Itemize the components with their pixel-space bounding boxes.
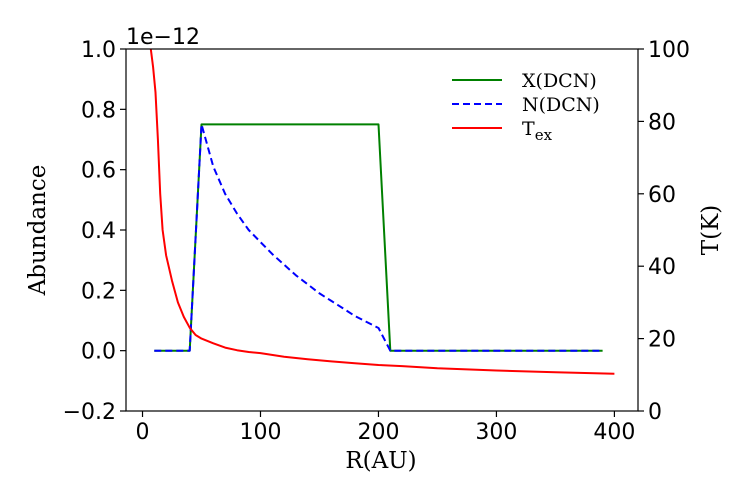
y-right-tick-label: 40 [648, 255, 676, 280]
y-left-tick-label: 1.0 [81, 38, 116, 63]
y-right-tick-label: 100 [648, 38, 690, 63]
ticks-layer: 0 100 200 300 400 −0.2 0.0 0.2 0.4 0.6 0.8 1.0 0 20 40… [63, 38, 690, 445]
legend-label-tex: Tex [522, 118, 553, 144]
y-left-tick-label: 0.8 [81, 98, 116, 123]
series-line-t-ex [149, 48, 615, 375]
series-layer [149, 48, 615, 375]
y-left-tick-label: 0.6 [81, 159, 116, 184]
plot-frame [125, 48, 639, 412]
y-right-tick-label: 60 [648, 183, 676, 208]
y-axis-label-left: Abundance [25, 165, 51, 297]
series-line-n-dcn [154, 123, 603, 352]
x-axis-label: R(AU) [345, 448, 416, 474]
y-left-tick-label: 0.2 [81, 279, 116, 304]
legend-label-tex-sub: ex [535, 126, 553, 144]
legend-label-x-dcn: X(DCN) [522, 70, 597, 92]
legend-label-tex-main: T [522, 118, 535, 140]
y-left-tick-label: 0.0 [81, 340, 116, 365]
legend: X(DCN) N(DCN) Tex [452, 70, 600, 144]
y-axis-label-right: T(K) [698, 205, 724, 255]
legend-label-n-dcn: N(DCN) [522, 94, 600, 116]
x-tick-label: 100 [239, 420, 281, 445]
y-right-tick-label: 20 [648, 328, 676, 353]
x-tick-label: 0 [136, 420, 150, 445]
offset-text: 1e−12 [126, 25, 200, 50]
series-line-x-dcn [154, 123, 603, 352]
x-tick-label: 300 [475, 420, 517, 445]
y-right-tick-label: 80 [648, 110, 676, 135]
x-tick-label: 200 [357, 420, 399, 445]
y-left-tick-label: −0.2 [63, 400, 116, 425]
y-left-tick-label: 0.4 [81, 219, 116, 244]
x-tick-label: 400 [593, 420, 635, 445]
y-right-tick-label: 0 [648, 400, 662, 425]
